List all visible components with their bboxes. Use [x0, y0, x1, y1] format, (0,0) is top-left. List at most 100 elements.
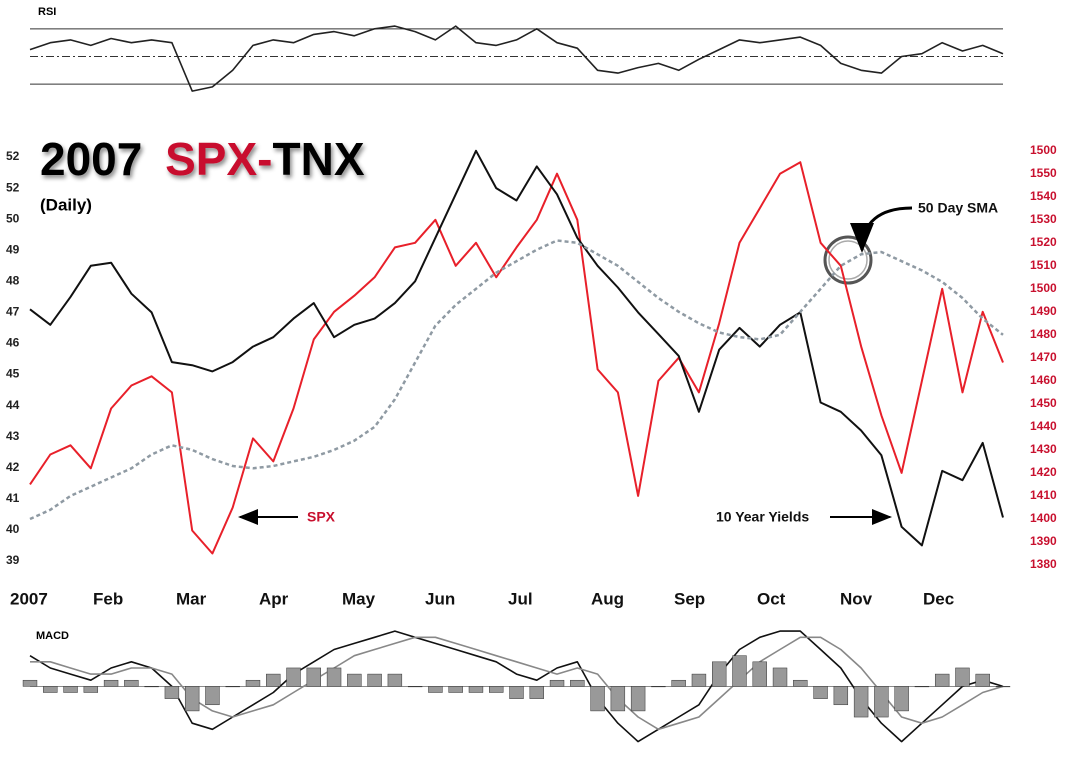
series-line	[29, 149, 1004, 547]
y-tick-label: 43	[6, 429, 20, 443]
histogram-bar	[934, 673, 950, 687]
x-tick-label: Dec	[923, 589, 954, 608]
histogram-bar	[266, 673, 281, 687]
histogram-bar	[63, 686, 78, 693]
histogram-bar	[610, 686, 626, 712]
histogram-bar	[549, 679, 565, 687]
y-tick-label: 50	[6, 211, 20, 225]
histogram-bar	[772, 667, 788, 687]
y2-tick-label: 1500	[1030, 143, 1057, 157]
series-annotation: 50 Day SMA	[918, 200, 998, 216]
histogram-bar	[914, 686, 930, 688]
y2-tick-label: 1410	[1030, 488, 1057, 502]
histogram-bar	[853, 686, 869, 718]
y2-tick-label: 1490	[1030, 304, 1057, 318]
title-part: 2007	[40, 133, 142, 185]
x-tick-label: Apr	[259, 589, 289, 608]
histogram-bar	[468, 686, 484, 693]
y-tick-label: 44	[6, 398, 20, 412]
title-part: SPX-	[165, 133, 272, 185]
y-tick-label: 46	[6, 336, 20, 350]
histogram-bar	[630, 686, 646, 712]
chart-title: 2007 SPX-TNX	[40, 133, 365, 185]
y2-tick-label: 1380	[1030, 557, 1057, 571]
y2-tick-label: 1550	[1030, 166, 1057, 180]
histogram-bar	[975, 673, 990, 687]
series-line	[29, 630, 1004, 743]
y2-tick-label: 1540	[1030, 189, 1057, 203]
histogram-bar	[651, 686, 666, 688]
y2-tick-label: 1500	[1030, 281, 1057, 295]
histogram-bar	[367, 673, 382, 687]
histogram-bar	[164, 686, 180, 699]
histogram-bar	[691, 673, 707, 687]
sma-arrow	[850, 206, 913, 253]
title-part: TNX	[273, 133, 365, 185]
x-tick-label: May	[342, 589, 376, 608]
x-tick-label: 2007	[10, 589, 48, 608]
series-annotation: SPX	[307, 509, 336, 525]
y2-tick-label: 1520	[1030, 235, 1057, 249]
histogram-bar	[529, 686, 544, 699]
histogram-bar	[103, 679, 119, 687]
histogram-bar	[874, 686, 889, 718]
y2-tick-label: 1460	[1030, 373, 1057, 387]
histogram-bar	[22, 679, 38, 687]
histogram-bar	[428, 686, 443, 693]
x-tick-label: Jun	[425, 589, 455, 608]
series-annotation: 10 Year Yields	[716, 509, 809, 525]
series-line	[29, 239, 1004, 521]
histogram-bar	[407, 686, 423, 688]
y-tick-label: 52	[6, 149, 20, 163]
histogram-bar	[448, 686, 463, 693]
highlight-circle	[828, 240, 868, 280]
y-tick-label: 48	[6, 273, 20, 287]
y-tick-label: 42	[6, 460, 20, 474]
histogram-bar	[286, 667, 301, 687]
histogram-bar	[995, 686, 1011, 688]
y-tick-label: 40	[6, 522, 20, 536]
y2-tick-label: 1390	[1030, 534, 1057, 548]
y-tick-label: 52	[6, 180, 20, 194]
histogram-bar	[184, 686, 200, 712]
x-tick-label: Jul	[508, 589, 533, 608]
histogram-bar	[144, 686, 159, 688]
y-tick-label: 47	[6, 305, 20, 319]
histogram-bar	[570, 679, 585, 687]
y-tick-label: 49	[6, 242, 20, 256]
chart-subtitle: (Daily)	[40, 195, 92, 214]
y-tick-label: 45	[6, 367, 20, 381]
y-tick-label: 39	[6, 553, 20, 567]
histogram-bar	[894, 686, 909, 712]
histogram-bar	[712, 661, 727, 687]
y2-tick-label: 1450	[1030, 396, 1057, 410]
histogram-bar	[83, 686, 99, 693]
series-line	[29, 161, 1004, 555]
histogram-bar	[43, 686, 58, 693]
series-line	[29, 25, 1004, 92]
histogram-bar	[225, 686, 240, 688]
y2-tick-label: 1530	[1030, 212, 1057, 226]
histogram-bar	[245, 679, 261, 687]
histogram-bar	[326, 667, 342, 687]
y2-tick-label: 1480	[1030, 327, 1057, 341]
rsi-title: RSI	[38, 6, 56, 18]
histogram-bar	[813, 686, 828, 699]
x-tick-label: Sep	[674, 589, 705, 608]
histogram-bar	[509, 686, 524, 699]
histogram-bar	[833, 686, 849, 706]
histogram-bar	[124, 679, 139, 687]
x-tick-label: Feb	[93, 589, 123, 608]
y2-tick-label: 1400	[1030, 511, 1057, 525]
y-tick-label: 41	[6, 491, 20, 505]
histogram-bar	[955, 667, 970, 687]
histogram-bar	[306, 667, 321, 687]
histogram-bar	[347, 673, 362, 687]
highlight-circle	[823, 235, 873, 285]
y2-tick-label: 1440	[1030, 419, 1057, 433]
histogram-bar	[489, 686, 504, 693]
y2-tick-label: 1510	[1030, 258, 1057, 272]
x-tick-label: Nov	[840, 589, 873, 608]
x-tick-label: Oct	[757, 589, 786, 608]
